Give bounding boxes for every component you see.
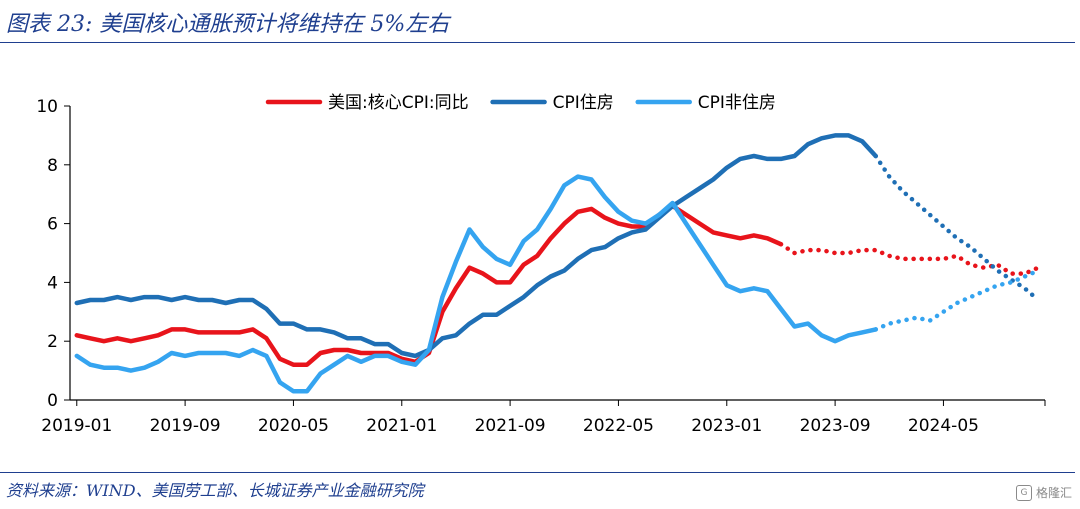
gelonghui-logo-icon: G xyxy=(1015,484,1032,501)
figure-title: 图表 23: 美国核心通胀预计将维持在 5%左右 xyxy=(6,12,450,37)
y-tick-label: 0 xyxy=(47,391,58,411)
series-line-1-forecast xyxy=(778,241,1041,276)
x-tick-label: 2019-01 xyxy=(41,416,112,436)
title-divider xyxy=(0,42,1075,43)
y-tick-label: 6 xyxy=(47,215,58,235)
chart-legend: 美国:核心CPI:同比 CPI住房 CPI非住房 xyxy=(265,93,776,113)
y-tick-label: 4 xyxy=(47,273,58,293)
y-tick-label: 2 xyxy=(47,332,58,352)
series-line-3-forecast xyxy=(873,268,1041,332)
series-line-2-forecast xyxy=(873,153,1041,303)
x-tick-label: 2023-01 xyxy=(691,416,762,436)
legend-label-1: 美国:核心CPI:同比 xyxy=(328,93,469,113)
x-tick-label: 2020-05 xyxy=(258,416,329,436)
watermark: G 格隆汇 xyxy=(1015,484,1072,501)
series-line-3-actual xyxy=(74,174,878,394)
x-tick-label: 2021-09 xyxy=(475,416,546,436)
series-line-2-actual xyxy=(74,133,878,359)
legend-label-3: CPI非住房 xyxy=(698,93,776,113)
x-tick-label: 2024-05 xyxy=(908,416,979,436)
y-tick-label: 10 xyxy=(36,97,58,117)
line-chart: 0 2 4 6 8 10 2019-01 2019-09 2020-05 2021-01 2021-… xyxy=(36,93,1046,436)
source-divider xyxy=(0,472,1075,473)
legend-label-2: CPI住房 xyxy=(553,93,614,113)
source-note: 资料来源：WIND、美国劳工部、长城证券产业金融研究院 xyxy=(6,481,424,500)
y-tick-label: 8 xyxy=(47,156,58,176)
chart-series xyxy=(74,133,1041,394)
watermark-text: 格隆汇 xyxy=(1035,486,1072,500)
x-tick-label: 2019-09 xyxy=(150,416,221,436)
x-tick-label: 2022-05 xyxy=(583,416,654,436)
x-tick-label: 2021-01 xyxy=(366,416,437,436)
x-tick-label: 2023-09 xyxy=(800,416,871,436)
chart-axes: 0 2 4 6 8 10 2019-01 2019-09 2020-05 2021-01 2021-… xyxy=(36,97,1046,436)
series-line-1-actual xyxy=(74,203,784,367)
